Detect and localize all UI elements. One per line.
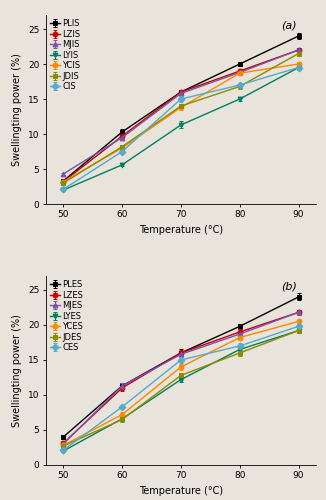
X-axis label: Temperature (°C): Temperature (°C) [139, 225, 223, 235]
Y-axis label: Swellingting power (%): Swellingting power (%) [12, 314, 22, 427]
Text: (a): (a) [281, 20, 297, 30]
Legend: PLIS, LZIS, MJIS, LYIS, YCIS, JDIS, CIS: PLIS, LZIS, MJIS, LYIS, YCIS, JDIS, CIS [48, 18, 82, 93]
Text: (b): (b) [281, 282, 297, 292]
X-axis label: Temperature (°C): Temperature (°C) [139, 486, 223, 496]
Y-axis label: Swellingting power (%): Swellingting power (%) [12, 53, 22, 166]
Legend: PLES, LZES, MJES, LYES, YCES, JDES, CES: PLES, LZES, MJES, LYES, YCES, JDES, CES [48, 278, 85, 354]
